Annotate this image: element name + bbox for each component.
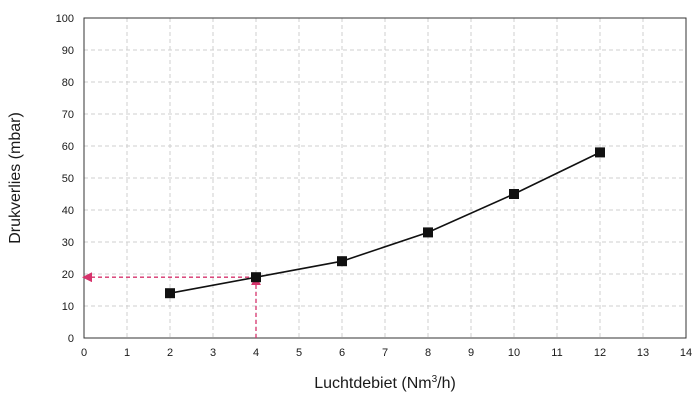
data-point-marker — [595, 147, 605, 158]
y-axis-ticks: 0 10 20 30 40 50 60 70 80 90 100 — [56, 13, 74, 345]
y-tick-label: 0 — [68, 333, 74, 345]
x-tick-label: 3 — [210, 347, 216, 359]
y-tick-label: 30 — [62, 237, 74, 249]
y-tick-label: 20 — [62, 269, 74, 281]
x-tick-label: 1 — [124, 347, 130, 359]
y-axis-label: Drukverlies (mbar) — [7, 112, 24, 244]
x-axis-label: Luchtdebiet (Nm3/h) — [314, 374, 456, 392]
y-tick-label: 70 — [62, 109, 74, 121]
data-point-marker — [337, 256, 347, 267]
x-tick-label: 0 — [81, 347, 87, 359]
x-tick-label: 6 — [339, 347, 345, 359]
x-tick-label: 5 — [296, 347, 302, 359]
y-tick-label: 50 — [62, 173, 74, 185]
series-line — [169, 151, 601, 294]
data-point-marker — [165, 288, 175, 299]
plot-area-frame — [83, 17, 687, 339]
y-tick-label: 100 — [56, 13, 74, 25]
x-axis-ticks: 0 1 2 3 4 5 6 7 8 9 10 11 12 13 14 — [81, 347, 692, 359]
y-tick-label: 10 — [62, 301, 74, 313]
x-tick-label: 7 — [382, 347, 388, 359]
y-tick-label: 60 — [62, 141, 74, 153]
annotations — [82, 272, 261, 338]
x-tick-label: 11 — [551, 347, 562, 359]
x-tick-label: 10 — [508, 347, 520, 359]
x-tick-label: 2 — [167, 347, 173, 359]
x-tick-label: 12 — [594, 347, 606, 359]
series-layer — [165, 147, 605, 299]
data-point-marker — [423, 227, 433, 238]
data-point-marker — [509, 189, 519, 199]
x-tick-label: 8 — [425, 347, 431, 359]
data-point-marker — [251, 272, 261, 283]
y-tick-label: 40 — [62, 205, 74, 217]
x-tick-label: 9 — [468, 347, 474, 359]
x-tick-label: 13 — [637, 347, 649, 359]
y-tick-label: 90 — [62, 45, 74, 57]
x-tick-label: 14 — [680, 347, 692, 359]
x-tick-label: 4 — [253, 347, 259, 359]
y-tick-label: 80 — [62, 77, 74, 89]
